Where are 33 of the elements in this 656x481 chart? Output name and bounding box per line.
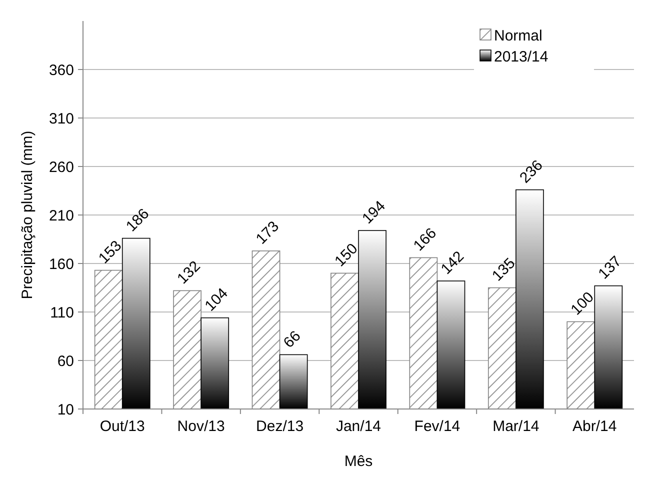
data-label: 142: [438, 248, 468, 278]
data-label: 173: [252, 218, 283, 248]
data-label: 194: [359, 198, 389, 228]
y-tick-label: 110: [50, 304, 74, 322]
data-label: 137: [595, 252, 625, 283]
data-label: 150: [332, 240, 362, 270]
y-tick-label: 160: [48, 256, 74, 273]
y-tick-label: 60: [57, 352, 74, 370]
y-tick-label: 360: [48, 62, 74, 79]
data-label: 186: [122, 205, 153, 236]
legend-label: Normal: [494, 27, 542, 44]
x-axis-title: Mês: [344, 453, 373, 470]
data-label: 153: [95, 237, 126, 268]
y-tick-label: 310: [48, 110, 74, 128]
y-tick-label: 10: [57, 401, 74, 418]
x-tick-label: Jan/14: [336, 418, 382, 435]
data-label: 104: [202, 284, 232, 315]
x-tick-label: Fev/14: [414, 418, 460, 435]
data-label: 236: [516, 156, 546, 187]
x-tick-label: Nov/13: [177, 418, 225, 435]
x-tick-label: Abr/14: [572, 418, 617, 435]
data-label: 100: [568, 288, 598, 319]
y-axis-title: Precipitação pluvial (mm): [19, 130, 36, 300]
x-tick-label: Out/13: [100, 418, 145, 435]
x-tick-label: Dez/13: [256, 418, 304, 435]
data-label: 135: [488, 254, 519, 285]
x-tick-label: Mar/14: [492, 418, 540, 435]
y-tick-label: 210: [48, 207, 74, 224]
data-label: 132: [174, 258, 204, 288]
y-tick-label: 260: [48, 158, 74, 176]
legend-label: 2013/14: [494, 48, 548, 66]
data-label: 66: [280, 328, 304, 352]
data-label: 166: [410, 224, 440, 255]
